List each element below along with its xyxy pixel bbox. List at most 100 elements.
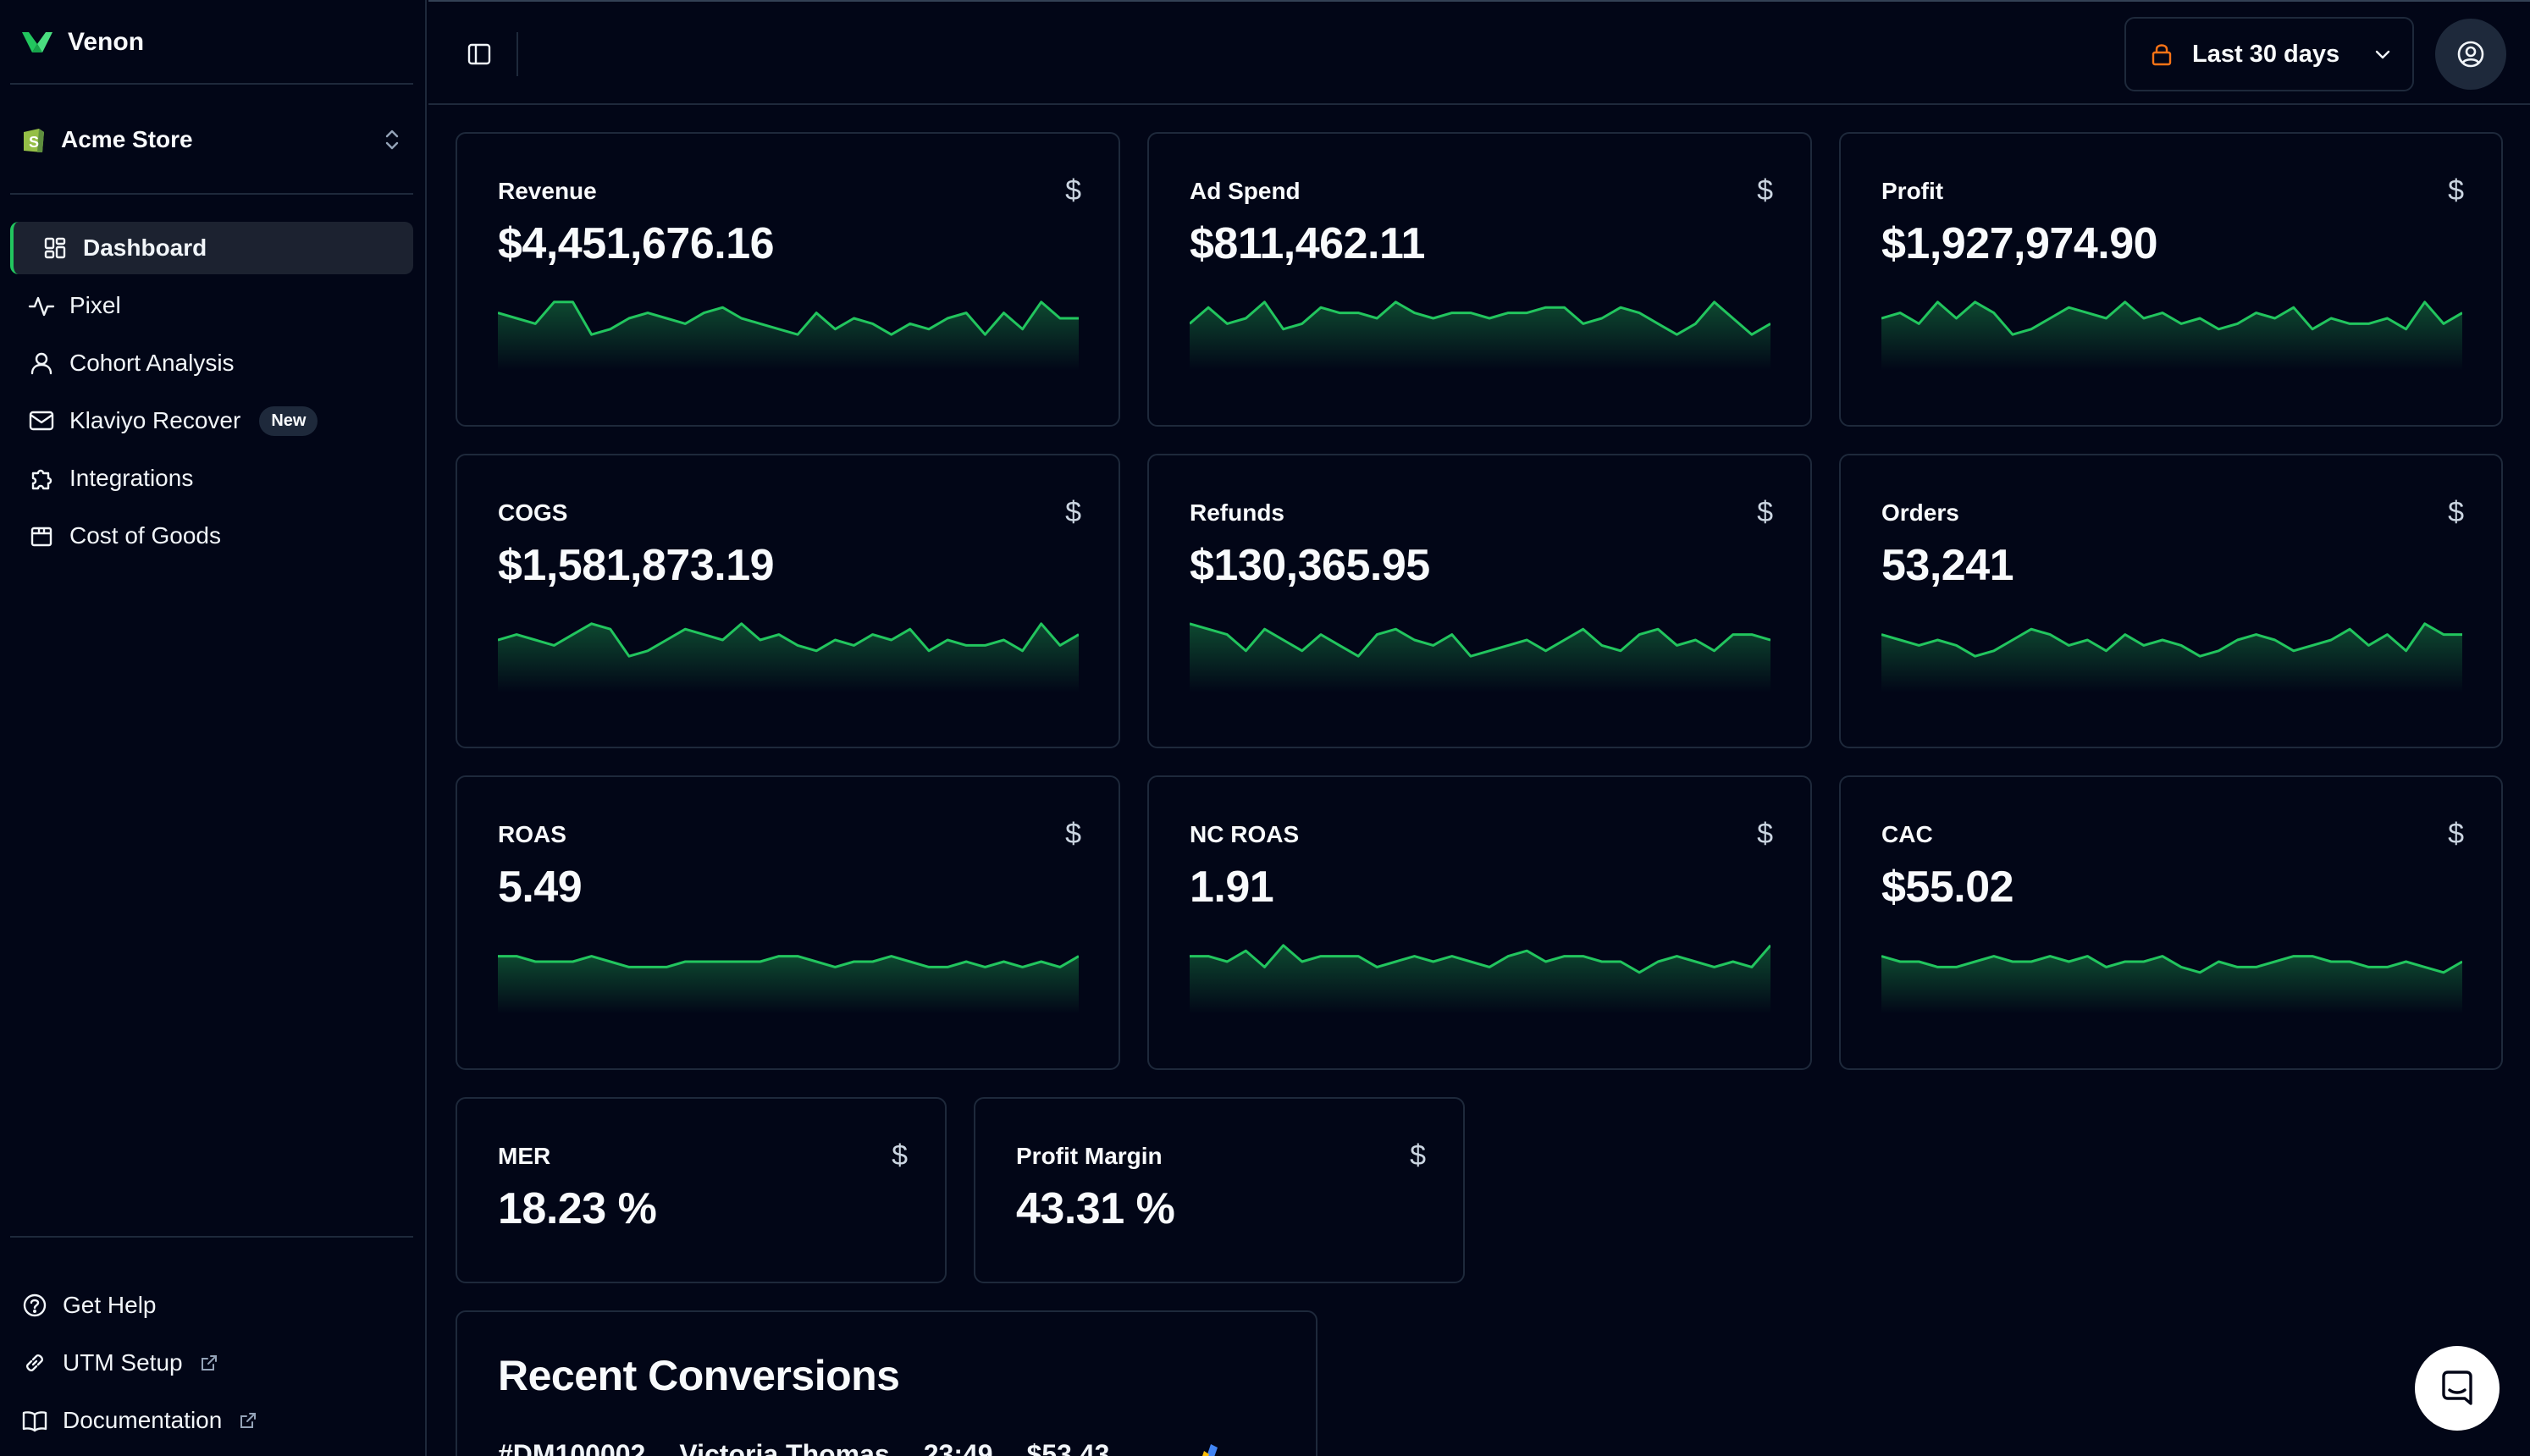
sidebar-item-label: Integrations (69, 465, 194, 491)
sparkline-area (498, 301, 1079, 371)
sparkline (1881, 301, 2462, 371)
sidebar-item-integrations[interactable]: Integrations (10, 452, 413, 505)
order-amount: $53.43 (1026, 1439, 1110, 1456)
metric-title: Profit Margin (1016, 1143, 1163, 1169)
external-link-icon (201, 1355, 217, 1371)
metric-title: Refunds (1190, 499, 1284, 526)
sparkline-area (1881, 956, 2462, 1014)
external-link-icon (240, 1413, 257, 1428)
dollar-icon: $ (1410, 1139, 1426, 1172)
metric-card-revenue: Revenue $ $4,451,676.16 (456, 132, 1120, 427)
brand[interactable]: Venon (20, 24, 144, 61)
metric-title: ROAS (498, 821, 566, 847)
metric-card-ad-spend: Ad Spend $ $811,462.11 (1147, 132, 1812, 427)
lock-icon (2152, 44, 2172, 66)
sidebar-item-label: Documentation (63, 1407, 223, 1433)
table-row[interactable]: #DM100002 Victoria Thomas 23:49 $53.43 (498, 1439, 1109, 1456)
chat-launcher-button[interactable] (2415, 1346, 2500, 1431)
sparkline (1881, 622, 2462, 692)
sidebar-item-label: Dashboard (83, 234, 207, 261)
user-menu-button[interactable] (2435, 19, 2506, 90)
metric-title: Profit (1881, 178, 1944, 204)
metric-value: 18.23 % (498, 1184, 657, 1233)
sidebar-toggle-button[interactable] (462, 37, 496, 71)
metric-card-nc-roas: NC ROAS $ 1.91 (1147, 775, 1812, 1070)
order-id: #DM100002 (498, 1439, 646, 1456)
sidebar-item-get-help[interactable]: Get Help (10, 1279, 413, 1332)
sparkline-line (1881, 301, 2462, 336)
metric-card-cogs: COGS $ $1,581,873.19 (456, 454, 1120, 748)
chevron-down-icon (2375, 50, 2390, 59)
dollar-icon: $ (1065, 496, 1081, 528)
sidebar-item-dashboard[interactable]: Dashboard (10, 222, 413, 274)
dollar-icon: $ (1757, 496, 1773, 528)
metric-card-cac: CAC $ $55.02 (1839, 775, 2503, 1070)
date-range-label: Last 30 days (2192, 40, 2340, 68)
metric-value: $1,927,974.90 (1881, 219, 2158, 268)
metric-card-mer: MER $ 18.23 % (456, 1097, 947, 1283)
sparkline-area (1881, 623, 2462, 692)
divider (10, 83, 413, 85)
dollar-icon: $ (1757, 174, 1773, 207)
dollar-icon: $ (1757, 818, 1773, 850)
dollar-icon: $ (2448, 496, 2464, 528)
app-name: Venon (68, 28, 145, 56)
dollar-icon: $ (2448, 818, 2464, 850)
sparkline-area (1190, 945, 1770, 1014)
venon-logo-icon (22, 32, 52, 52)
sidebar-item-klaviyo-recover[interactable]: Klaviyo Recover New (10, 394, 413, 447)
help-circle-icon (20, 1291, 49, 1320)
metric-title: NC ROAS (1190, 821, 1300, 847)
sparkline (1190, 944, 1770, 1014)
metric-value: $811,462.11 (1190, 219, 1425, 268)
sparkline-line (1190, 944, 1770, 974)
package-icon (27, 521, 56, 550)
sidebar-item-documentation[interactable]: Documentation (10, 1394, 413, 1447)
dollar-icon: $ (1065, 174, 1081, 207)
puzzle-icon (27, 464, 56, 493)
user-icon (27, 349, 56, 378)
google-ads-icon (1202, 1444, 1218, 1456)
sidebar-item-label: UTM Setup (63, 1349, 183, 1376)
shopify-icon: S (24, 129, 44, 152)
chat-icon (2442, 1371, 2472, 1405)
sparkline (498, 955, 1079, 1014)
sparkline-line (498, 622, 1079, 658)
metric-card-roas: ROAS $ 5.49 (456, 775, 1120, 1070)
date-range-select[interactable]: Last 30 days (2124, 17, 2414, 91)
user-circle-icon (2457, 41, 2484, 68)
sidebar-item-utm-setup[interactable]: UTM Setup (10, 1337, 413, 1389)
dollar-icon: $ (2448, 174, 2464, 207)
sparkline (1190, 301, 1770, 371)
metric-title: Ad Spend (1190, 178, 1301, 204)
metric-value: 1.91 (1190, 863, 1274, 912)
book-icon (20, 1406, 49, 1435)
metric-title: Orders (1881, 499, 1959, 526)
activity-icon (27, 291, 56, 320)
svg-text:S: S (29, 134, 39, 151)
sparkline-area (1190, 623, 1770, 692)
sparkline (1190, 622, 1770, 692)
order-time: 23:49 (923, 1439, 993, 1456)
panel-left-icon (467, 43, 491, 65)
metric-title: Revenue (498, 178, 597, 204)
top-bar: Last 30 days (428, 0, 2530, 105)
link-icon (20, 1348, 49, 1377)
chevrons-up-down-icon (385, 130, 399, 150)
metric-value: 43.31 % (1016, 1184, 1175, 1233)
sparkline (498, 301, 1079, 371)
dollar-icon: $ (892, 1139, 908, 1172)
metric-card-refunds: Refunds $ $130,365.95 (1147, 454, 1812, 748)
store-name: Acme Store (61, 126, 193, 152)
sidebar-item-label: Cost of Goods (69, 522, 221, 549)
recent-conversions-title: Recent Conversions (498, 1352, 900, 1399)
recent-conversions-card: Recent Conversions #DM100002 Victoria Th… (456, 1310, 1317, 1456)
metric-value: 53,241 (1881, 541, 2014, 590)
metric-value: $1,581,873.19 (498, 541, 775, 590)
sidebar-item-cost-of-goods[interactable]: Cost of Goods (10, 510, 413, 562)
customer-name: Victoria Thomas (679, 1439, 890, 1456)
sidebar-item-cohort-analysis[interactable]: Cohort Analysis (10, 337, 413, 389)
store-switcher[interactable]: S Acme Store (20, 119, 403, 161)
metric-value: $130,365.95 (1190, 541, 1430, 590)
sidebar-item-pixel[interactable]: Pixel (10, 279, 413, 332)
